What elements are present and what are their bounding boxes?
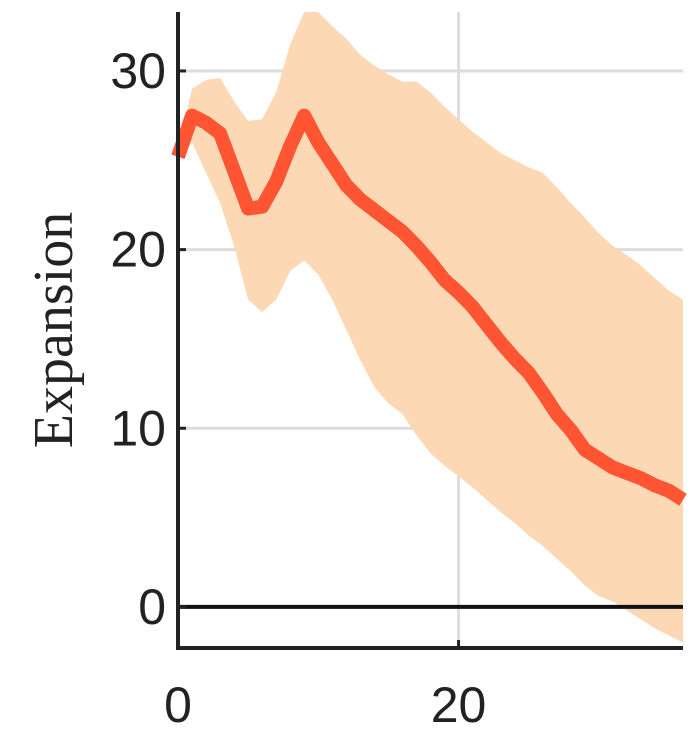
y-tick-label: 0 (138, 579, 166, 635)
y-tick-label: 20 (110, 222, 166, 278)
confidence-band (178, 12, 683, 643)
x-tick-label: 20 (431, 677, 487, 733)
y-tick-labels: 0 10 20 30 (110, 43, 166, 635)
y-axis-label: Expansion (23, 212, 85, 448)
series-line (171, 108, 687, 506)
y-tick-label: 30 (110, 43, 166, 99)
x-tick-labels: 0 20 (164, 677, 486, 733)
x-tick-label: 0 (164, 677, 192, 733)
axes (176, 12, 683, 650)
y-tick-label: 10 (110, 400, 166, 456)
